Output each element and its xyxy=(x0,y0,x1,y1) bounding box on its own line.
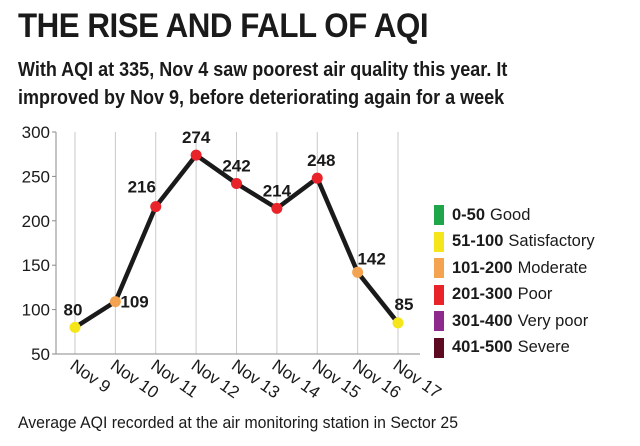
chart-title: THE RISE AND FALL OF AQI xyxy=(18,7,429,45)
data-point xyxy=(352,266,364,278)
legend-swatch xyxy=(434,258,444,279)
data-label: 248 xyxy=(307,151,335,170)
data-label: 216 xyxy=(128,178,156,197)
legend-swatch xyxy=(434,284,444,305)
data-label: 242 xyxy=(222,157,250,176)
y-tick-label: 150 xyxy=(22,256,50,275)
y-tick-label: 250 xyxy=(22,167,50,186)
grid-lines xyxy=(74,132,399,354)
y-tick-label: 100 xyxy=(22,301,50,320)
data-labels: 80 109 216 274 242 214 248 142 85 xyxy=(64,128,414,319)
data-label: 109 xyxy=(120,293,148,312)
legend-item: 51-100 Satisfactory xyxy=(434,229,634,256)
data-point xyxy=(392,317,404,329)
legend-swatch xyxy=(434,311,444,332)
data-label: 274 xyxy=(182,128,211,147)
legend-swatch xyxy=(434,205,444,226)
data-point xyxy=(69,321,81,333)
y-tick-label: 300 xyxy=(22,123,50,142)
legend-item: 101-200 Moderate xyxy=(434,255,634,282)
legend-range: 401-500 xyxy=(452,338,513,357)
data-point xyxy=(311,172,323,184)
footnote: Average AQI recorded at the air monitori… xyxy=(18,413,459,432)
x-tick-label: Nov 9 xyxy=(67,356,114,397)
legend-label: Satisfactory xyxy=(508,232,595,251)
legend-range: 101-200 xyxy=(452,258,513,277)
legend-range: 0-50 xyxy=(452,205,486,224)
legend-range: 201-300 xyxy=(452,285,513,304)
data-label: 80 xyxy=(64,300,83,319)
legend-item: 0-50 Good xyxy=(434,202,634,229)
legend-label: Good xyxy=(490,205,531,224)
legend-range: 51-100 xyxy=(452,232,504,251)
data-point xyxy=(190,149,202,161)
data-points xyxy=(69,149,404,333)
data-label: 85 xyxy=(395,295,414,314)
data-point xyxy=(150,201,162,213)
aqi-category-legend: 0-50 Good 51-100 Satisfactory 101-200 Moderat… xyxy=(434,202,634,361)
subtitle-line-1: With AQI at 335, Nov 4 saw poorest air q… xyxy=(18,59,508,81)
legend-swatch xyxy=(434,231,444,252)
legend-label: Moderate xyxy=(517,258,588,277)
legend-swatch xyxy=(434,337,444,358)
subtitle-line-2: improved by Nov 9, before deteriorating … xyxy=(18,87,505,109)
legend-range: 301-400 xyxy=(452,311,513,330)
legend-label: Poor xyxy=(517,285,553,304)
legend-item: 401-500 Severe xyxy=(434,335,634,362)
data-label: 142 xyxy=(357,249,385,268)
legend-item: 201-300 Poor xyxy=(434,282,634,309)
data-label: 214 xyxy=(263,181,292,200)
legend-item: 301-400 Very poor xyxy=(434,308,634,335)
legend-label: Severe xyxy=(517,338,570,357)
data-point xyxy=(231,178,242,190)
y-tick-label: 200 xyxy=(22,212,50,231)
y-axis-ticks: 50 100 150 200 250 300 xyxy=(22,123,56,364)
legend-label: Very poor xyxy=(517,311,589,330)
chart-axes xyxy=(55,132,420,355)
data-point xyxy=(271,202,283,214)
data-point xyxy=(109,296,121,308)
y-tick-label: 50 xyxy=(31,345,50,364)
